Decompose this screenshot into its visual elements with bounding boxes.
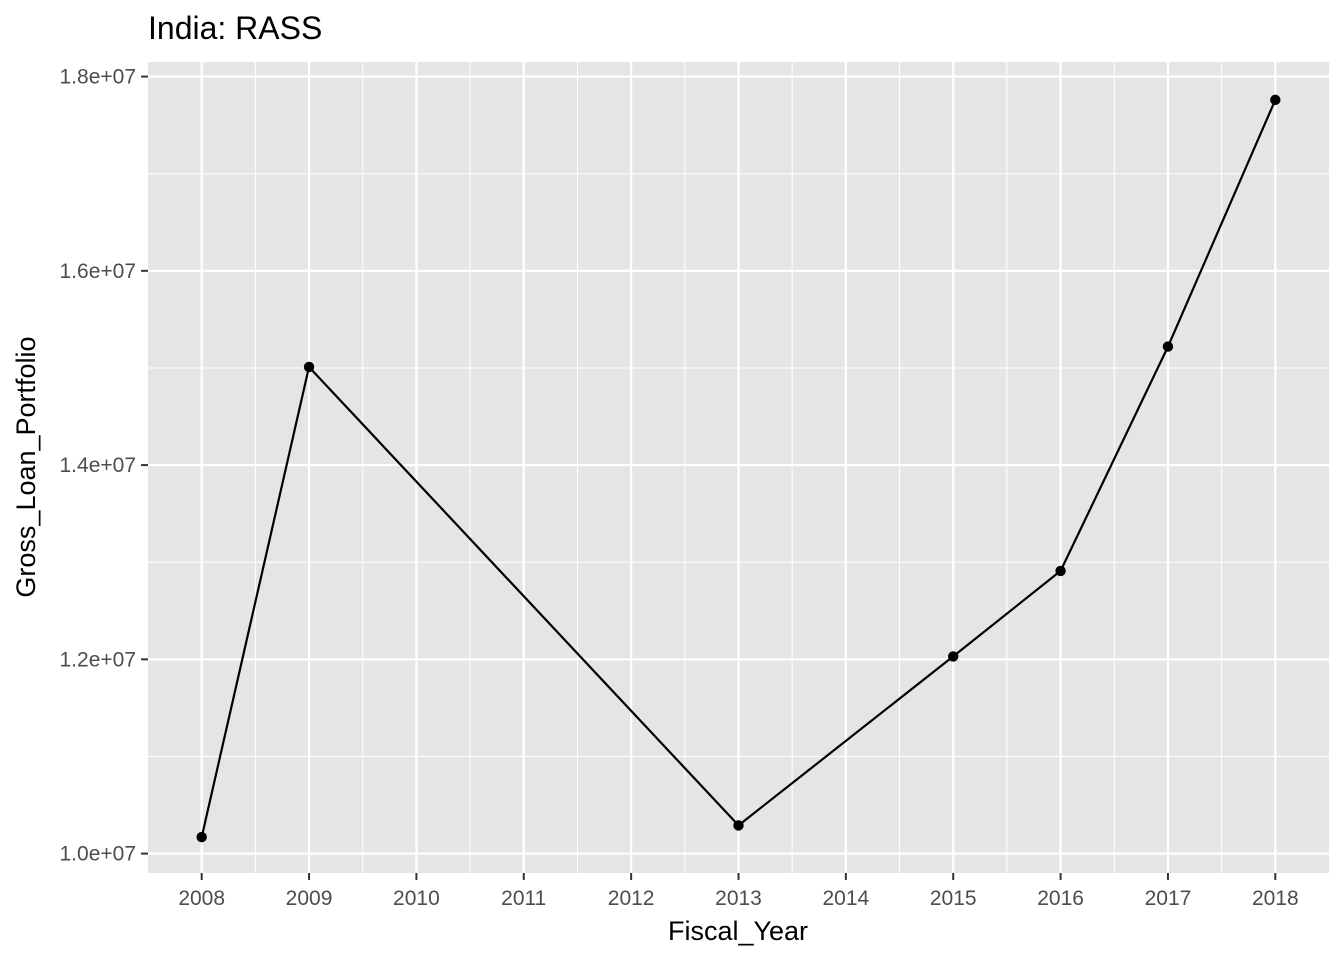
x-tick-label: 2010 <box>393 887 440 910</box>
y-tick-label: 1.0e+07 <box>60 843 137 866</box>
x-tick-label: 2018 <box>1252 887 1299 910</box>
x-tick-label: 2011 <box>501 887 546 910</box>
y-tick-label: 1.2e+07 <box>60 648 137 671</box>
y-tick-label: 1.4e+07 <box>60 454 137 477</box>
x-axis-title: Fiscal_Year <box>668 916 808 946</box>
y-tick-label: 1.8e+07 <box>60 66 137 89</box>
x-tick-label: 2012 <box>608 887 655 910</box>
y-axis-title: Gross_Loan_Portfolio <box>11 336 41 597</box>
x-tick-label: 2016 <box>1037 887 1084 910</box>
series-points-group <box>196 94 1281 843</box>
x-tick-label: 2008 <box>178 887 225 910</box>
data-point <box>196 831 207 843</box>
chart-title: India: RASS <box>148 10 322 46</box>
data-point <box>733 820 744 831</box>
x-tick-label: 2014 <box>823 887 870 910</box>
data-point <box>1162 341 1174 352</box>
data-point <box>303 361 315 373</box>
x-tick-label: 2017 <box>1145 887 1192 910</box>
x-tick-label: 2015 <box>930 887 977 910</box>
x-axis: 2008 2009 2010 2011 2012 2013 2014 2015 2016 2017… <box>178 873 1299 910</box>
data-point <box>1270 94 1281 106</box>
data-point <box>948 651 959 662</box>
major-gridlines <box>148 62 1329 873</box>
x-tick-label: 2013 <box>715 887 762 910</box>
data-point <box>1055 565 1066 577</box>
y-tick-label: 1.6e+07 <box>60 260 137 283</box>
x-tick-label: 2009 <box>286 887 333 910</box>
y-axis: 1.0e+07 1.2e+07 1.4e+07 1.6e+07 1.8e+07 <box>60 66 148 866</box>
